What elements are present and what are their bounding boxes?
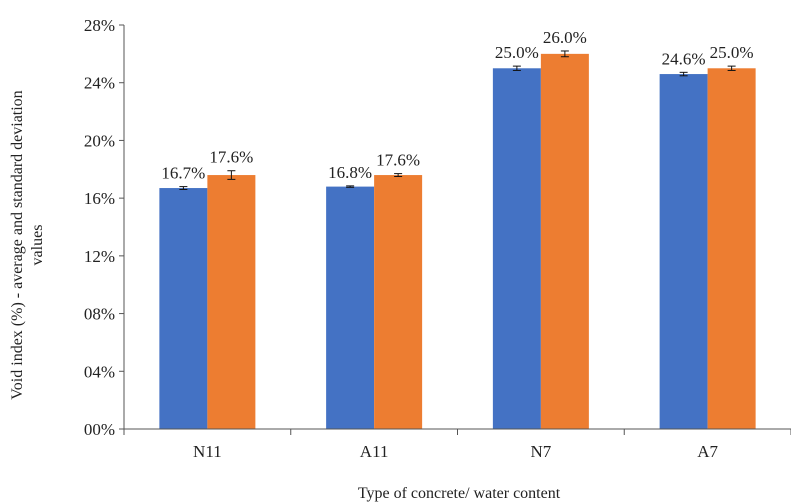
y-tick-label-0: 00% [84,420,115,439]
x-axis: N11 A11 N7 A7 [123,428,791,461]
y-tick-label-1: 04% [84,362,115,381]
y-tick-label-6: 24% [84,74,115,93]
data-label-series0-A7: 24.6% [662,49,706,68]
x-axis-title: Type of concrete/ water content [358,485,561,502]
data-label-series1-N11: 17.6% [209,148,253,167]
data-label-series0-A11: 16.8% [328,163,372,182]
y-axis-title-line1: Void index (%) - average and standard de… [9,90,26,399]
bar-series0-N7 [492,68,541,430]
y-tick-label-5: 20% [84,131,115,150]
bar-series1-A7 [707,68,756,430]
bar-series1-N7 [540,53,589,429]
bars: 16.7%17.6%16.8%17.6%25.0%26.0%24.6% 25.0% [159,28,756,430]
x-tick-label-N7: N7 [530,442,551,461]
y-axis-title-line2: values [29,225,46,266]
data-label-series0-N11: 16.7% [161,164,205,183]
y-tick-label-4: 16% [84,189,115,208]
data-label-series1-N7: 26.0% [543,28,587,47]
y-tick-label-2: 08% [84,305,115,324]
data-label-series0-N7: 25.0% [495,43,539,62]
x-tick-label-A7: A7 [697,442,718,461]
bar-series0-A11 [326,186,375,429]
bar-series0-N11 [159,188,208,429]
y-tick-label-3: 12% [84,247,115,266]
y-axis: 00% 04% 08% 12% 16% 20% 24% 28% [84,16,125,439]
bar-series1-A11 [374,175,423,429]
bar-series0-A7 [659,74,708,430]
data-label-series1-A7: 25.0% [710,43,754,62]
data-label-series1-A11: 17.6% [376,151,420,170]
bar-series1-N11 [207,175,256,429]
x-tick-label-N11: N11 [193,442,222,461]
y-tick-label-7: 28% [84,16,115,35]
x-tick-label-A11: A11 [360,442,389,461]
